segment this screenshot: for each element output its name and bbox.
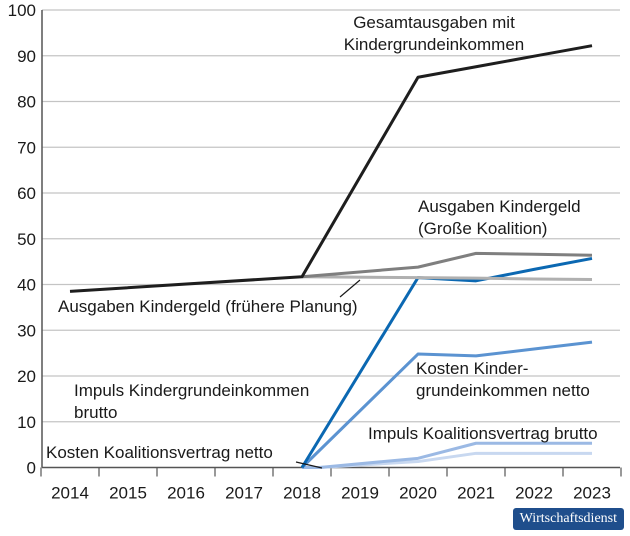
- series-line-0: [69, 44, 593, 293]
- x-tick-label: 2019: [341, 484, 379, 503]
- series-label-impuls_kge: brutto: [74, 403, 117, 422]
- x-tick-label: 2020: [399, 484, 437, 503]
- y-tick-label: 50: [17, 230, 36, 249]
- x-tick-label: 2018: [283, 484, 321, 503]
- series-label-gesamt: Kindergrundeinkommen: [344, 35, 525, 54]
- wirtschaftsdienst-logo: Wirtschaftsdienst: [512, 508, 624, 530]
- series-label-impuls_kv: Impuls Koalitionsvertrag brutto: [368, 424, 598, 443]
- x-tick-label: 2023: [573, 484, 611, 503]
- series-label-gesamt: Gesamtausgaben mit: [353, 13, 515, 32]
- y-tick-label: 10: [17, 413, 36, 432]
- leader-line: [339, 279, 361, 298]
- series-label-kosten_kge: Kosten Kinder-: [416, 359, 528, 378]
- series-label-kosten_kv: Kosten Koalitionsvertrag netto: [46, 443, 273, 462]
- y-tick-label: 60: [17, 184, 36, 203]
- y-tick-label: 30: [17, 321, 36, 340]
- x-tick-label: 2017: [225, 484, 263, 503]
- series-line-2: [301, 275, 593, 281]
- y-tick-label: 100: [8, 1, 36, 20]
- series-label-kosten_kge: grundeinkommen netto: [416, 381, 590, 400]
- y-tick-label: 40: [17, 276, 36, 295]
- series-label-frueher: Ausgaben Kindergeld (frühere Planung): [58, 297, 358, 316]
- y-tick-label: 20: [17, 367, 36, 386]
- series-line-1: [301, 251, 593, 279]
- y-tick-label: 90: [17, 47, 36, 66]
- y-tick-label: 70: [17, 138, 36, 157]
- y-tick-label: 0: [27, 459, 36, 478]
- series-label-grosse: Ausgaben Kindergeld: [418, 197, 581, 216]
- x-tick-label: 2021: [457, 484, 495, 503]
- y-tick-label: 80: [17, 93, 36, 112]
- series-label-grosse: (Große Koalition): [418, 219, 547, 238]
- series-line-5: [302, 441, 592, 469]
- series-label-impuls_kge: Impuls Kindergrundeinkommen: [74, 381, 309, 400]
- leader-line: [295, 461, 323, 469]
- x-tick-label: 2022: [515, 484, 553, 503]
- x-tick-label: 2014: [51, 484, 89, 503]
- x-tick-label: 2015: [109, 484, 147, 503]
- x-tick-label: 2016: [167, 484, 205, 503]
